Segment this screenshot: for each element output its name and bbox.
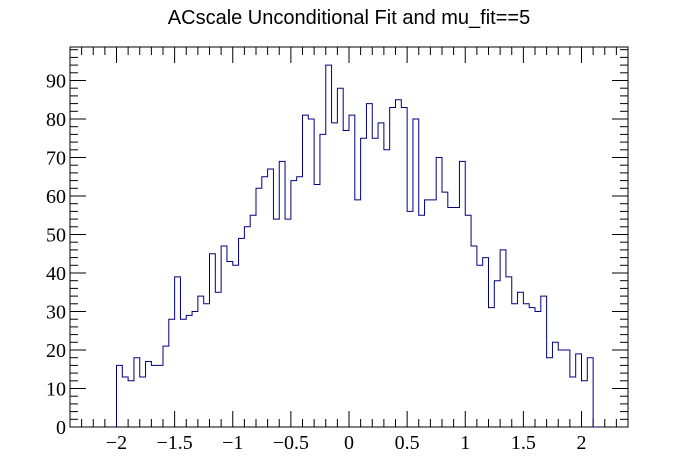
x-axis: −2 −1.5 −1 −0.5 0 0.5 1 1.5 2 xyxy=(81,47,617,454)
y-tick-label: 20 xyxy=(46,340,66,362)
x-tick-label: 1 xyxy=(460,432,470,454)
y-tick-label: 30 xyxy=(46,301,66,323)
x-tick-label: 0 xyxy=(344,432,354,454)
y-tick-label: 10 xyxy=(46,378,66,400)
chart-title: ACscale Unconditional Fit and mu_fit==5 xyxy=(168,7,530,29)
y-tick-label: 60 xyxy=(46,186,66,208)
x-tick-label: 2 xyxy=(577,432,587,454)
y-axis: 0 10 20 30 40 50 60 70 80 90 xyxy=(46,49,628,439)
histogram-series xyxy=(116,64,599,428)
x-tick-label: 1.5 xyxy=(511,432,536,454)
x-tick-label: −0.5 xyxy=(273,432,309,454)
y-tick-label: 80 xyxy=(46,109,66,131)
x-tick-label: 0.5 xyxy=(395,432,420,454)
y-tick-label: 70 xyxy=(46,147,66,169)
x-tick-label: −1 xyxy=(222,432,243,454)
y-tick-label: 50 xyxy=(46,224,66,246)
y-tick-label: 0 xyxy=(56,417,66,439)
y-tick-label: 90 xyxy=(46,70,66,92)
x-tick-label: −1.5 xyxy=(156,432,192,454)
plot-frame xyxy=(69,46,629,428)
x-tick-label: −2 xyxy=(106,432,127,454)
y-tick-label: 40 xyxy=(46,263,66,285)
